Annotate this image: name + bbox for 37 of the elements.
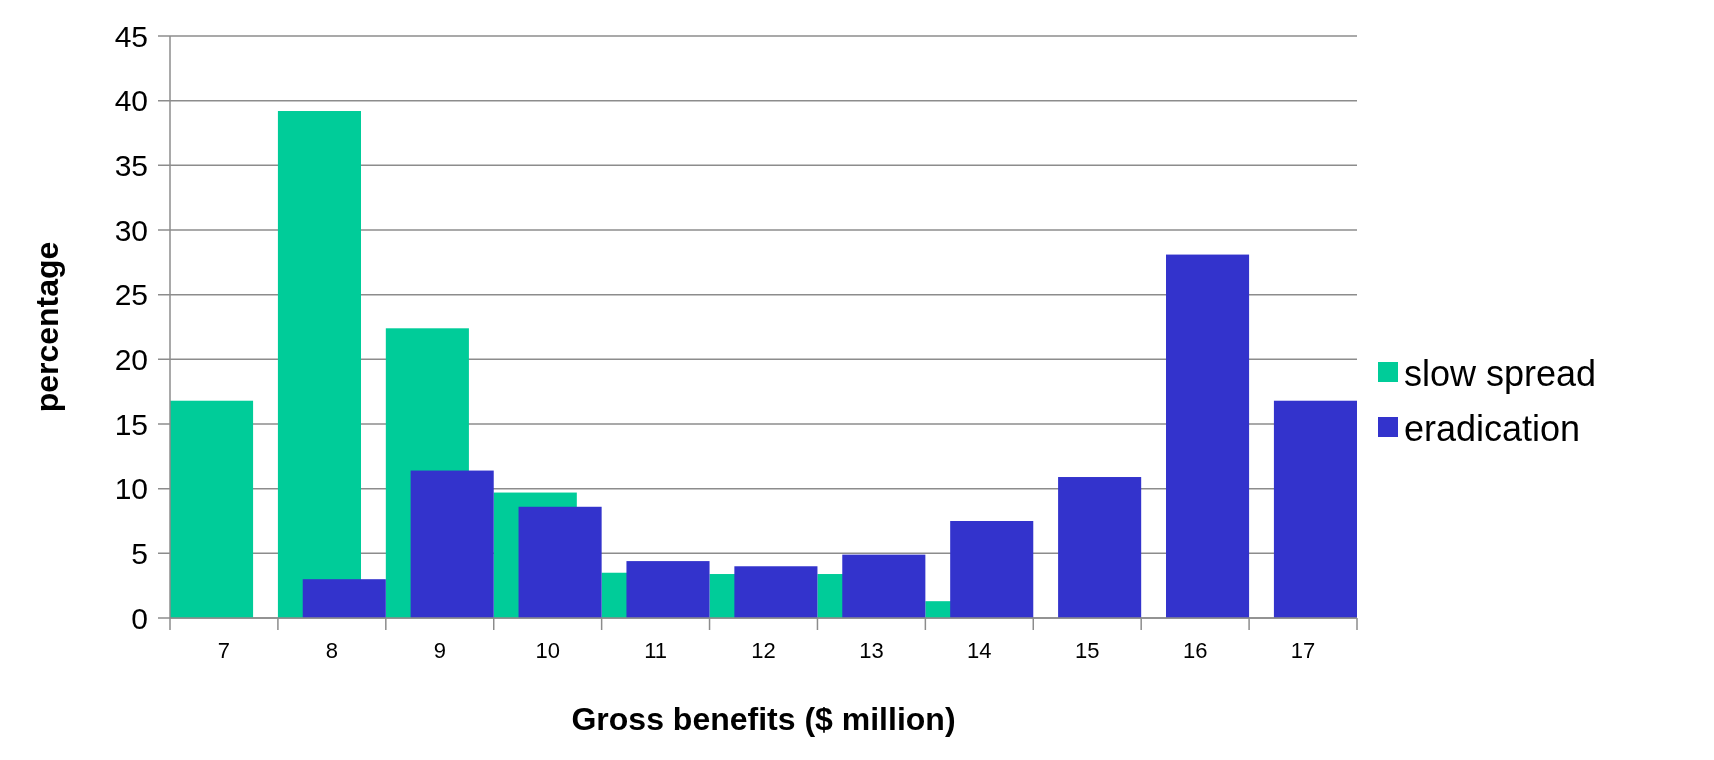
y-tick-label: 45	[114, 19, 148, 53]
bar	[1058, 477, 1142, 618]
bar	[1166, 254, 1250, 618]
x-tick-label: 10	[535, 638, 560, 663]
bar	[626, 561, 710, 618]
bar	[734, 566, 818, 618]
x-tick-label: 14	[967, 638, 992, 663]
y-tick-label: 35	[114, 148, 148, 182]
bar	[170, 400, 254, 618]
x-tick-label: 13	[859, 638, 884, 663]
y-tick-label: 5	[131, 536, 148, 570]
y-tick-label: 10	[114, 472, 148, 506]
x-tick-label: 7	[217, 638, 231, 663]
y-tick-label: 20	[114, 342, 148, 376]
bar	[842, 554, 926, 618]
bar	[302, 579, 386, 618]
x-tick-label: 9	[433, 638, 446, 663]
y-tick-label: 25	[114, 278, 148, 312]
bar	[1273, 400, 1357, 618]
y-tick-label: 30	[114, 213, 148, 247]
bar	[410, 470, 494, 618]
bar	[518, 506, 602, 618]
legend-label: slow spread	[1404, 352, 1597, 394]
y-tick-label: 15	[114, 407, 148, 441]
y-axis-title: percentage	[29, 241, 65, 413]
bar	[277, 111, 361, 618]
bar	[950, 521, 1034, 618]
legend-label: eradication	[1404, 407, 1581, 449]
y-tick-label: 0	[131, 601, 148, 635]
x-tick-label: 12	[751, 638, 776, 663]
x-tick-label: 8	[325, 638, 338, 663]
x-tick-label: 17	[1290, 638, 1316, 663]
x-tick-label: 15	[1074, 638, 1100, 663]
x-tick-label: 16	[1182, 638, 1208, 663]
x-axis-title: Gross benefits ($ million)	[571, 701, 956, 737]
y-tick-label: 40	[114, 84, 148, 118]
x-tick-label: 11	[644, 638, 668, 663]
